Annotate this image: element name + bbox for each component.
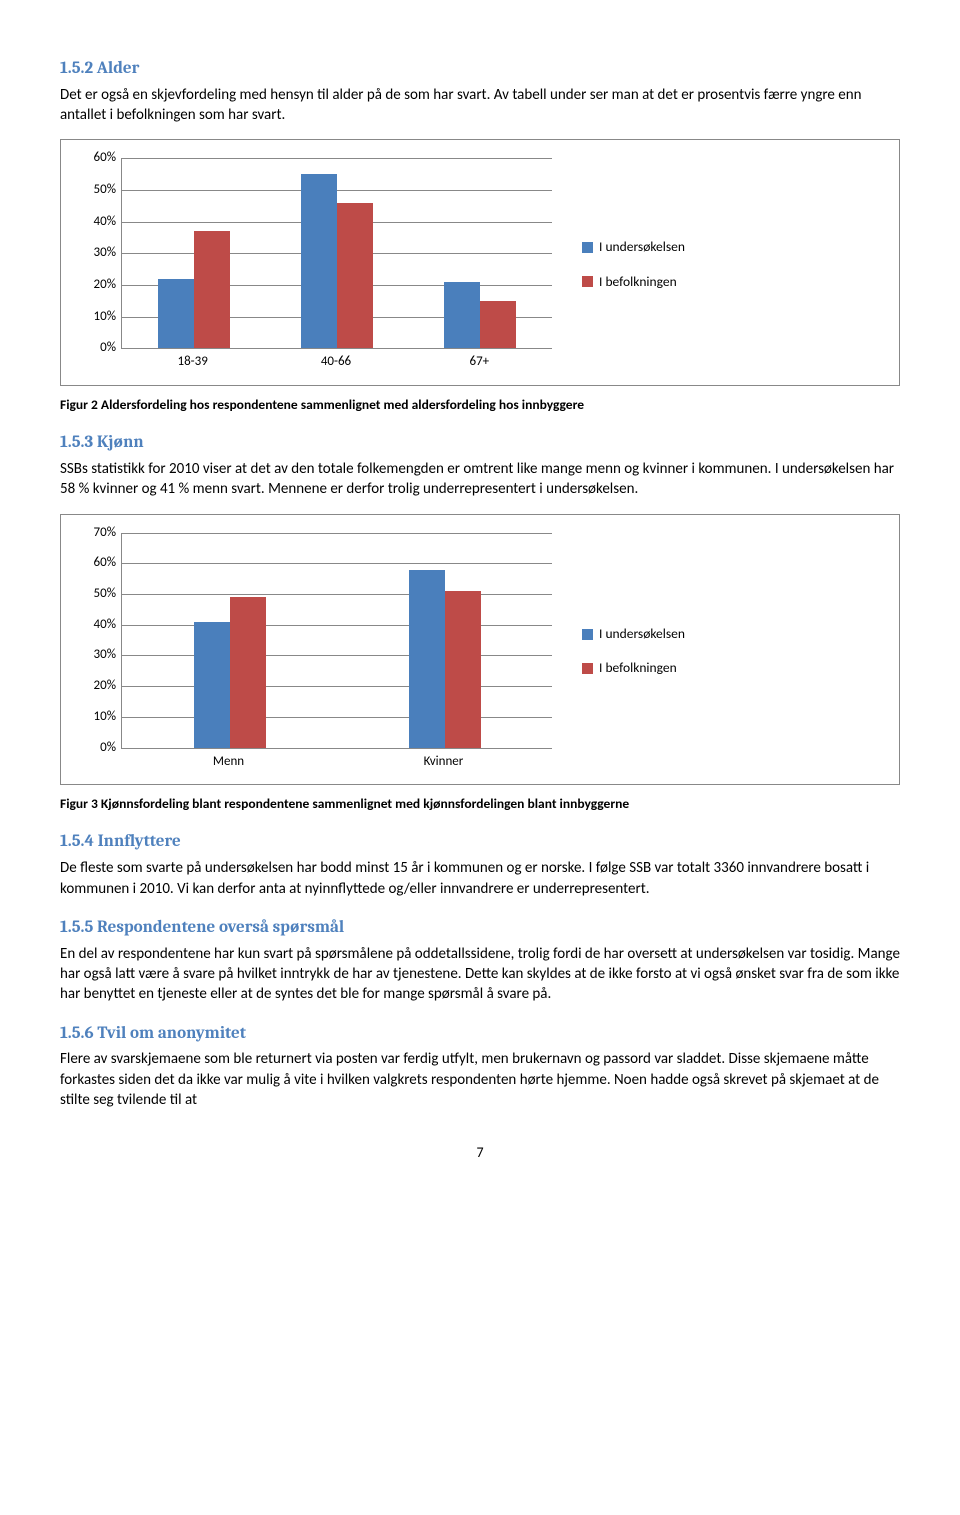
legend-swatch <box>582 242 593 253</box>
chart-y-tick: 50% <box>94 181 122 199</box>
chart-legend: I undersøkelsen I befolkningen <box>582 238 685 290</box>
chart-bar-groups <box>122 533 552 748</box>
chart-bar-group <box>122 533 337 748</box>
legend-label: I undersøkelsen <box>599 625 685 643</box>
legend-item-undersokelsen: I undersøkelsen <box>582 625 685 643</box>
chart-x-labels: MennKvinner <box>121 749 551 771</box>
legend-item-befolkningen: I befolkningen <box>582 659 685 677</box>
chart-plot: 0%10%20%30%40%50%60% <box>121 158 552 349</box>
chart-y-tick: 30% <box>94 647 122 665</box>
legend-swatch <box>582 663 593 674</box>
section-heading-kjonn: 1.5.3 Kjønn <box>60 432 900 455</box>
chart-y-tick: 40% <box>94 616 122 634</box>
section-para-oversaa: En del av respondentene har kun svart på… <box>60 944 900 1005</box>
chart-bar <box>337 203 373 349</box>
legend-item-befolkningen: I befolkningen <box>582 273 685 291</box>
chart-y-tick: 60% <box>94 555 122 573</box>
page-number: 7 <box>60 1144 900 1163</box>
chart-age-distribution: 0%10%20%30%40%50%60%18-3940-6667+ I unde… <box>60 139 900 386</box>
chart-x-labels: 18-3940-6667+ <box>121 349 551 371</box>
figure-caption-2: Figur 2 Aldersfordeling hos respondenten… <box>60 396 900 414</box>
chart-x-label: Menn <box>121 753 336 771</box>
chart-y-tick: 60% <box>94 150 122 168</box>
section-heading-innflyttere: 1.5.4 Innflyttere <box>60 831 900 854</box>
section-heading-oversaa: 1.5.5 Respondentene overså spørsmål <box>60 917 900 940</box>
legend-label: I befolkningen <box>599 659 677 677</box>
section-heading-anonymitet: 1.5.6 Tvil om anonymitet <box>60 1023 900 1046</box>
section-heading-alder: 1.5.2 Alder <box>60 58 900 81</box>
chart-y-tick: 0% <box>100 739 122 757</box>
chart-bar <box>194 622 230 748</box>
chart-y-tick: 70% <box>94 524 122 542</box>
section-para-anonymitet: Flere av svarskjemaene som ble returnert… <box>60 1049 900 1110</box>
chart-y-tick: 20% <box>94 276 122 294</box>
chart-gender-distribution: 0%10%20%30%40%50%60%70%MennKvinner I und… <box>60 514 900 786</box>
chart2-plot-wrapper: 0%10%20%30%40%50%60%70%MennKvinner <box>83 533 552 771</box>
chart-bar <box>409 570 445 748</box>
chart-y-tick: 0% <box>100 340 122 358</box>
chart-bar-group <box>409 158 552 348</box>
chart-bar-groups <box>122 158 552 348</box>
chart-y-tick: 50% <box>94 585 122 603</box>
chart-y-tick: 30% <box>94 245 122 263</box>
legend-swatch <box>582 276 593 287</box>
chart-bar <box>194 231 230 348</box>
chart-plot: 0%10%20%30%40%50%60%70% <box>121 533 552 749</box>
chart-bar <box>301 174 337 348</box>
chart-bar <box>444 282 480 349</box>
chart-x-label: 40-66 <box>264 353 407 371</box>
chart-x-label: 18-39 <box>121 353 264 371</box>
section-para-kjonn: SSBs statistikk for 2010 viser at det av… <box>60 459 900 500</box>
legend-swatch <box>582 629 593 640</box>
chart-y-tick: 40% <box>94 213 122 231</box>
chart-bar-group <box>337 533 552 748</box>
chart-bar-group <box>265 158 408 348</box>
chart-bar <box>158 279 194 349</box>
legend-label: I undersøkelsen <box>599 238 685 256</box>
section-para-alder: Det er også en skjevfordeling med hensyn… <box>60 85 900 126</box>
chart-bar <box>230 597 266 748</box>
chart-y-tick: 10% <box>94 308 122 326</box>
legend-item-undersokelsen: I undersøkelsen <box>582 238 685 256</box>
chart-bar-group <box>122 158 265 348</box>
chart-bar <box>445 591 481 748</box>
chart-y-tick: 10% <box>94 708 122 726</box>
chart-y-tick: 20% <box>94 677 122 695</box>
chart1-plot-wrapper: 0%10%20%30%40%50%60%18-3940-6667+ <box>83 158 552 371</box>
chart-x-label: 67+ <box>408 353 551 371</box>
section-para-innflyttere: De fleste som svarte på undersøkelsen ha… <box>60 858 900 899</box>
figure-caption-3: Figur 3 Kjønnsfordeling blant respondent… <box>60 795 900 813</box>
chart-legend: I undersøkelsen I befolkningen <box>582 625 685 677</box>
legend-label: I befolkningen <box>599 273 677 291</box>
chart-x-label: Kvinner <box>336 753 551 771</box>
chart-bar <box>480 301 516 349</box>
